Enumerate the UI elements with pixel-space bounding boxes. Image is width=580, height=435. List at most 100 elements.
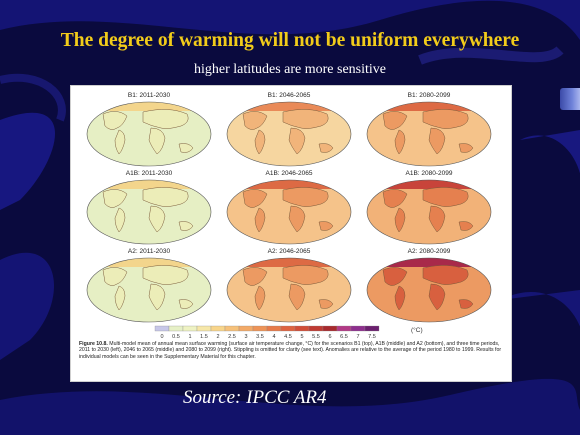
continent-shape (288, 283, 306, 311)
continent-shape (114, 207, 126, 233)
slide-title: The degree of warming will not be unifor… (60, 30, 520, 51)
colorbar-swatch (336, 325, 352, 332)
colorbar-tick: 0 (160, 334, 163, 340)
map-panel: A2: 2046-2065 (226, 248, 352, 323)
map-panel-label: B1: 2046-2065 (268, 92, 311, 99)
colorbar-swatch (224, 325, 240, 332)
continent-shape (318, 299, 334, 309)
continent-shape (428, 205, 446, 233)
source-credit: Source: IPCC AR4 (183, 387, 327, 408)
continent-shape (148, 283, 166, 311)
map-panel: A1B: 2046-2065 (226, 170, 352, 245)
colorbar-swatch (182, 325, 198, 332)
colorbar-tick: 0.5 (172, 334, 180, 340)
arctic-region (367, 180, 491, 189)
continent-shape (282, 187, 329, 207)
continent-shape (382, 267, 408, 286)
colorbar-swatch (294, 325, 310, 332)
colorbar-swatch (196, 325, 212, 332)
continent-shape (458, 143, 474, 153)
continent-shape (102, 189, 128, 208)
continent-shape (178, 299, 194, 309)
arctic-region (87, 102, 211, 111)
ipcc-figure: B1: 2011-2030 B1: 2046-2065 B1: 2080-2099 A… (70, 85, 512, 382)
colorbar-swatch (238, 325, 254, 332)
continent-shape (458, 299, 474, 309)
continent-shape (254, 285, 266, 311)
map-outline (86, 179, 212, 245)
colorbar-tick: 3 (244, 334, 247, 340)
colorbar-tick: 6.5 (340, 334, 348, 340)
continent-shape (422, 187, 469, 207)
map-panel: A2: 2011-2030 (86, 248, 212, 323)
continent-shape (422, 109, 469, 129)
slide-nav-tab[interactable] (560, 88, 580, 110)
continent-shape (242, 111, 268, 130)
continent-shape (458, 221, 474, 231)
map-outline (366, 179, 492, 245)
map-panel-label: B1: 2011-2030 (128, 92, 171, 99)
arctic-region (227, 102, 351, 111)
colorbar-swatch (210, 325, 226, 332)
continent-shape (242, 189, 268, 208)
colorbar-swatch (252, 325, 268, 332)
colorbar-swatch (168, 325, 184, 332)
map-panel-label: B1: 2080-2099 (408, 92, 451, 99)
arctic-region (87, 258, 211, 267)
colorbar-tick: 7.5 (368, 334, 376, 340)
map-outline (226, 101, 352, 167)
continent-shape (288, 205, 306, 233)
continent-shape (102, 111, 128, 130)
arctic-region (227, 180, 351, 189)
continent-shape (288, 127, 306, 155)
colorbar-tick: 6 (328, 334, 331, 340)
colorbar-swatch (308, 325, 324, 332)
caption-label: Figure 10.8. (79, 341, 108, 347)
colorbar-tick: 1 (188, 334, 191, 340)
continent-shape (148, 205, 166, 233)
figure-caption: Figure 10.8. Multi-model mean of annual … (79, 341, 503, 360)
continent-shape (428, 127, 446, 155)
continent-shape (318, 143, 334, 153)
continent-shape (242, 267, 268, 286)
continent-shape (102, 267, 128, 286)
map-outline (86, 257, 212, 323)
colorbar-tick: 5 (300, 334, 303, 340)
continent-shape (142, 187, 189, 207)
continent-shape (394, 129, 406, 155)
slide-subtitle: higher latitudes are more sensitive (193, 62, 387, 77)
continent-shape (254, 207, 266, 233)
caption-text: Multi-model mean of annual mean surface … (79, 341, 502, 360)
continent-shape (178, 221, 194, 231)
map-outline (366, 101, 492, 167)
colorbar-tick: 5.5 (312, 334, 320, 340)
colorbar-tick: 2 (216, 334, 219, 340)
map-panel: B1: 2011-2030 (86, 92, 212, 167)
map-outline (226, 179, 352, 245)
continent-shape (254, 129, 266, 155)
map-outline (366, 257, 492, 323)
map-panel-label: A1B: 2011-2030 (126, 170, 173, 177)
arctic-region (367, 258, 491, 267)
colorbar-swatch (364, 325, 380, 332)
arctic-region (227, 258, 351, 267)
arctic-region (87, 180, 211, 189)
continent-shape (114, 129, 126, 155)
map-panel-label: A2: 2011-2030 (128, 248, 171, 255)
continent-shape (282, 109, 329, 129)
map-outline (226, 257, 352, 323)
colorbar-tick: 1.5 (200, 334, 208, 340)
map-panel-label: A2: 2080-2099 (408, 248, 451, 255)
map-panel: A2: 2080-2099 (366, 248, 492, 323)
continent-shape (142, 265, 189, 285)
colorbar-swatch (350, 325, 366, 332)
continent-shape (382, 189, 408, 208)
colorbar-tick: 7 (356, 334, 359, 340)
colorbar-swatch (154, 325, 170, 332)
continent-shape (394, 285, 406, 311)
map-panel: A1B: 2080-2099 (366, 170, 492, 245)
colorbar-swatch (280, 325, 296, 332)
colorbar-tick: 4 (272, 334, 275, 340)
continent-shape (382, 111, 408, 130)
